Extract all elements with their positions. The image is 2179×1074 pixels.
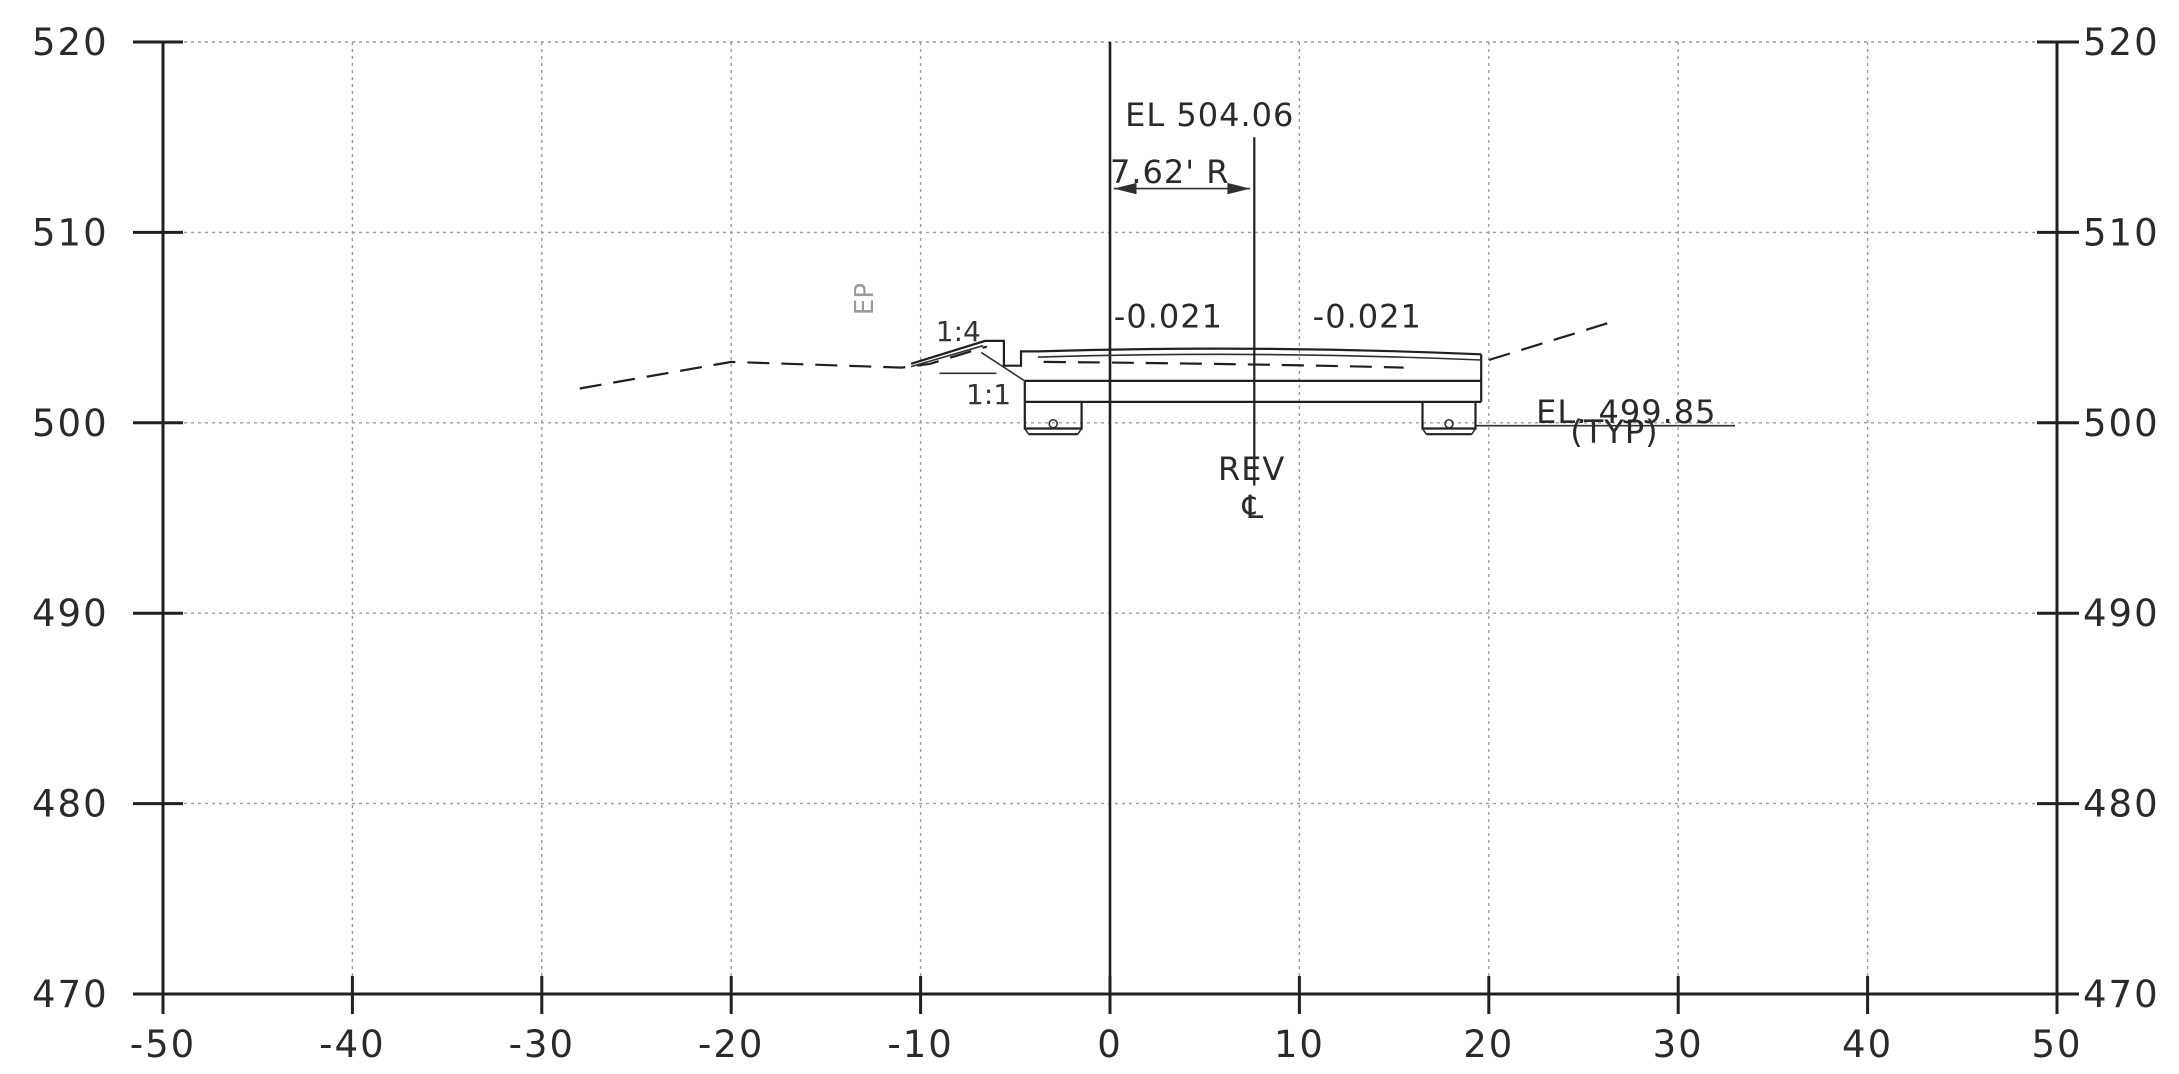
y-tick-label-right: 470 <box>2083 973 2160 1016</box>
x-tick-label: 10 <box>1274 1023 1325 1066</box>
y-tick-label-left: 470 <box>32 973 109 1016</box>
deck-top-surface <box>1037 347 1482 356</box>
left-cross-slope-label: -0.021 <box>1114 298 1223 336</box>
existing-ground-right <box>1488 320 1613 362</box>
y-tick-label-left: 500 <box>32 402 109 445</box>
x-tick-label: 0 <box>1097 1023 1123 1066</box>
y-tick-label-left: 480 <box>32 783 109 826</box>
left-footing-chamfer-r <box>1077 428 1083 435</box>
offset-arrow-left <box>1113 182 1137 195</box>
right-footing <box>1421 401 1477 430</box>
x-tick-label: -10 <box>887 1023 953 1066</box>
y-tick-label-right: 490 <box>2083 592 2160 635</box>
footing-elevation-label: EL. 499.85 <box>1536 393 1716 431</box>
footing-typical-note: (TYP) <box>1570 413 1658 451</box>
y-tick-label-left: 490 <box>32 592 109 635</box>
rev-label: REV <box>1218 450 1285 488</box>
slope-1-1-label: 1:1 <box>966 378 1011 411</box>
right-footing-pile <box>1444 418 1454 429</box>
x-tick-label: 50 <box>2031 1023 2082 1066</box>
x-tick-label: 40 <box>1842 1023 1893 1066</box>
centerline-offset-label: 7.62' R <box>1110 153 1229 191</box>
right-footing-chamfer-r <box>1471 428 1477 435</box>
centerline-elevation-label: EL 504.06 <box>1125 96 1294 134</box>
slope-1-1-line <box>980 351 1026 382</box>
y-tick-label-right: 520 <box>2083 21 2160 64</box>
proposed-profile-dashed <box>1043 360 1404 369</box>
wearing-surface <box>1037 353 1482 361</box>
centerline-symbol: ℄ <box>1242 488 1265 526</box>
right-footing-chamfer-l <box>1421 428 1427 435</box>
section-geometry <box>579 137 1735 486</box>
y-axis-ticks: 520 520 510 510 500 500 490 490 480 480 470 470 <box>32 21 2160 1016</box>
ep-label: EP <box>850 283 880 315</box>
y-tick-label-right: 510 <box>2083 211 2160 254</box>
x-tick-label: 30 <box>1653 1023 1704 1066</box>
y-tick-label-right: 500 <box>2083 402 2160 445</box>
left-footing-pile <box>1048 418 1058 429</box>
left-footing <box>1023 401 1083 430</box>
offset-arrow-right <box>1227 182 1251 195</box>
left-footing-chamfer-l <box>1024 428 1030 435</box>
right-cross-slope-label: -0.021 <box>1313 298 1422 336</box>
x-tick-label: 20 <box>1463 1023 1514 1066</box>
existing-ground-left <box>579 345 988 390</box>
x-tick-label: -50 <box>130 1023 196 1066</box>
x-tick-label: -30 <box>509 1023 575 1066</box>
x-tick-label: -20 <box>698 1023 764 1066</box>
x-tick-label: -40 <box>319 1023 385 1066</box>
y-tick-label-left: 510 <box>32 211 109 254</box>
y-tick-label-left: 520 <box>32 21 109 64</box>
curb-slope-line <box>910 344 984 368</box>
x-axis-ticks: -50 -40 -30 -20 -10 0 10 20 30 40 50 <box>130 976 2082 1066</box>
y-tick-label-right: 480 <box>2083 783 2160 826</box>
slope-1-4-label: 1:4 <box>936 315 981 348</box>
curb-outline <box>910 339 1038 367</box>
